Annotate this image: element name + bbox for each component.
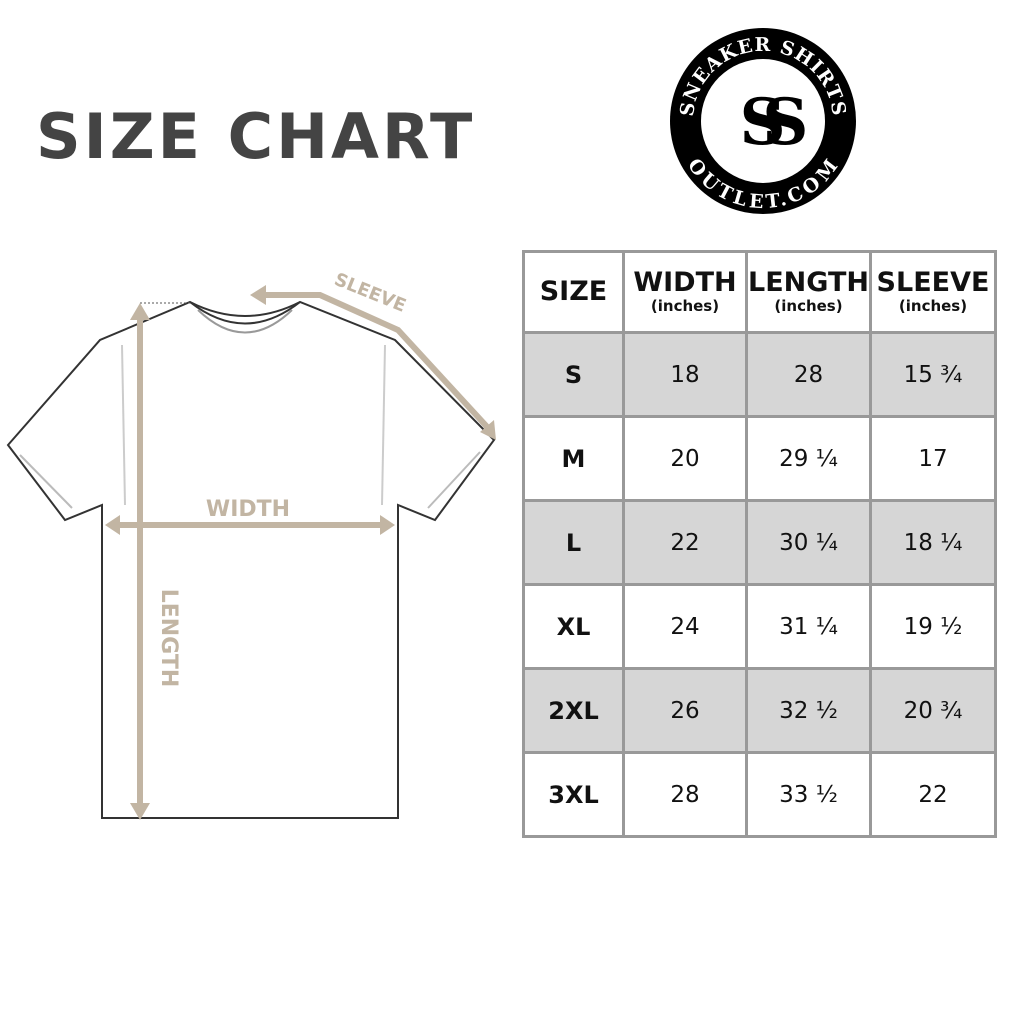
header-label: LENGTH [748, 267, 869, 298]
length-cell: 30 ¼ [745, 499, 872, 586]
sleeve-cell: 17 [869, 415, 997, 502]
width-cell: 20 [622, 415, 748, 502]
header-label: SIZE [539, 276, 608, 307]
sleeve-arrow [262, 292, 493, 433]
header-unit: (inches) [774, 297, 843, 315]
length-label: LENGTH [156, 589, 181, 688]
length-cell: 33 ½ [745, 751, 872, 838]
brand-logo: SNEAKER SHIRTS OUTLET.COM SS [670, 28, 856, 214]
length-cell: 32 ½ [745, 667, 872, 754]
width-cell: 22 [622, 499, 748, 586]
sleeve-cell: 18 ¼ [869, 499, 997, 586]
size-table: SIZE WIDTH (inches) LENGTH (inches) SLEEVE… [522, 250, 997, 838]
tshirt-outline [6, 300, 496, 819]
header-unit: (inches) [650, 297, 720, 315]
width-label: WIDTH [206, 497, 290, 522]
tshirt-diagram: WIDTH LENGTH SLEEVE [6, 270, 496, 820]
table-row: L 22 30 ¼ 18 ¼ [522, 499, 997, 586]
header-unit: (inches) [898, 297, 968, 315]
table-row: XL 24 31 ¼ 19 ½ [522, 583, 997, 670]
header-label: WIDTH [633, 267, 737, 298]
page-title: SIZE CHART [36, 100, 476, 173]
size-cell: L [522, 499, 625, 586]
size-cell: S [522, 331, 625, 418]
size-cell: 3XL [522, 751, 625, 838]
width-cell: 28 [622, 751, 748, 838]
size-cell: M [522, 415, 625, 502]
width-cell: 24 [622, 583, 748, 670]
width-cell: 26 [622, 667, 748, 754]
table-header-row: SIZE WIDTH (inches) LENGTH (inches) SLEEVE… [522, 250, 997, 334]
size-cell: 2XL [522, 667, 625, 754]
width-cell: 18 [622, 331, 748, 418]
length-cell: 29 ¼ [745, 415, 872, 502]
header-size: SIZE [522, 250, 625, 334]
sleeve-cell: 22 [869, 751, 997, 838]
header-width: WIDTH (inches) [622, 250, 748, 334]
sleeve-cell: 20 ¾ [869, 667, 997, 754]
sleeve-label: SLEEVE [331, 270, 409, 317]
header-sleeve: SLEEVE (inches) [869, 250, 997, 334]
table-row: 2XL 26 32 ½ 20 ¾ [522, 667, 997, 754]
table-row: S 18 28 15 ¾ [522, 331, 997, 418]
header-length: LENGTH (inches) [745, 250, 872, 334]
size-cell: XL [522, 583, 625, 670]
sleeve-cell: 19 ½ [869, 583, 997, 670]
sleeve-cell: 15 ¾ [869, 331, 997, 418]
table-row: 3XL 28 33 ½ 22 [522, 751, 997, 838]
header-label: SLEEVE [876, 267, 990, 298]
table-row: M 20 29 ¼ 17 [522, 415, 997, 502]
length-cell: 28 [745, 331, 872, 418]
length-cell: 31 ¼ [745, 583, 872, 670]
